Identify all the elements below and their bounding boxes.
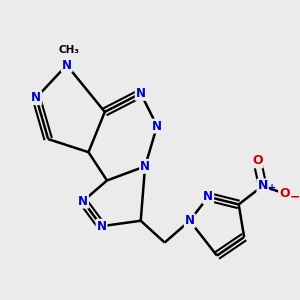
Text: +: + bbox=[268, 183, 276, 193]
Text: N: N bbox=[97, 220, 106, 233]
Text: N: N bbox=[31, 91, 41, 104]
Text: N: N bbox=[185, 214, 195, 227]
Text: N: N bbox=[140, 160, 150, 173]
Text: N: N bbox=[152, 120, 162, 133]
Text: N: N bbox=[136, 87, 146, 100]
Text: O: O bbox=[279, 187, 290, 200]
Text: O: O bbox=[252, 154, 262, 167]
Text: N: N bbox=[257, 179, 268, 192]
Text: N: N bbox=[62, 58, 72, 72]
Text: CH₃: CH₃ bbox=[58, 45, 80, 55]
Text: N: N bbox=[78, 195, 88, 208]
Text: N: N bbox=[203, 190, 213, 203]
Text: −: − bbox=[290, 190, 300, 203]
